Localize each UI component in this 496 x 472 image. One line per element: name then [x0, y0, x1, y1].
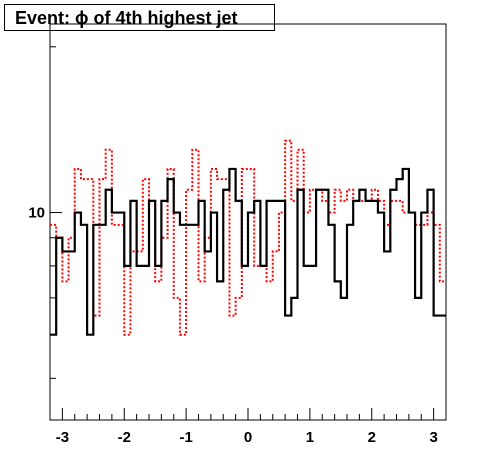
x-tick-label: 1	[306, 429, 314, 446]
series-layer	[50, 139, 446, 336]
chart-title-box: Event: ϕ of 4th highest jet	[4, 4, 275, 31]
y-tick-label: 10	[28, 205, 45, 222]
x-tick-label: 0	[244, 429, 252, 446]
tick-labels: -3 -2 -1 0 1 2 3 10	[28, 205, 437, 446]
histogram-solid-black	[50, 167, 446, 336]
chart-title: Event: ϕ of 4th highest jet	[15, 8, 238, 28]
x-tick-label: 3	[429, 429, 437, 446]
x-tick-label: -1	[179, 429, 192, 446]
x-tick-label: -2	[118, 429, 131, 446]
x-tick-label: -3	[56, 429, 69, 446]
axis-ticks	[49, 46, 447, 420]
x-tick-label: 2	[368, 429, 376, 446]
